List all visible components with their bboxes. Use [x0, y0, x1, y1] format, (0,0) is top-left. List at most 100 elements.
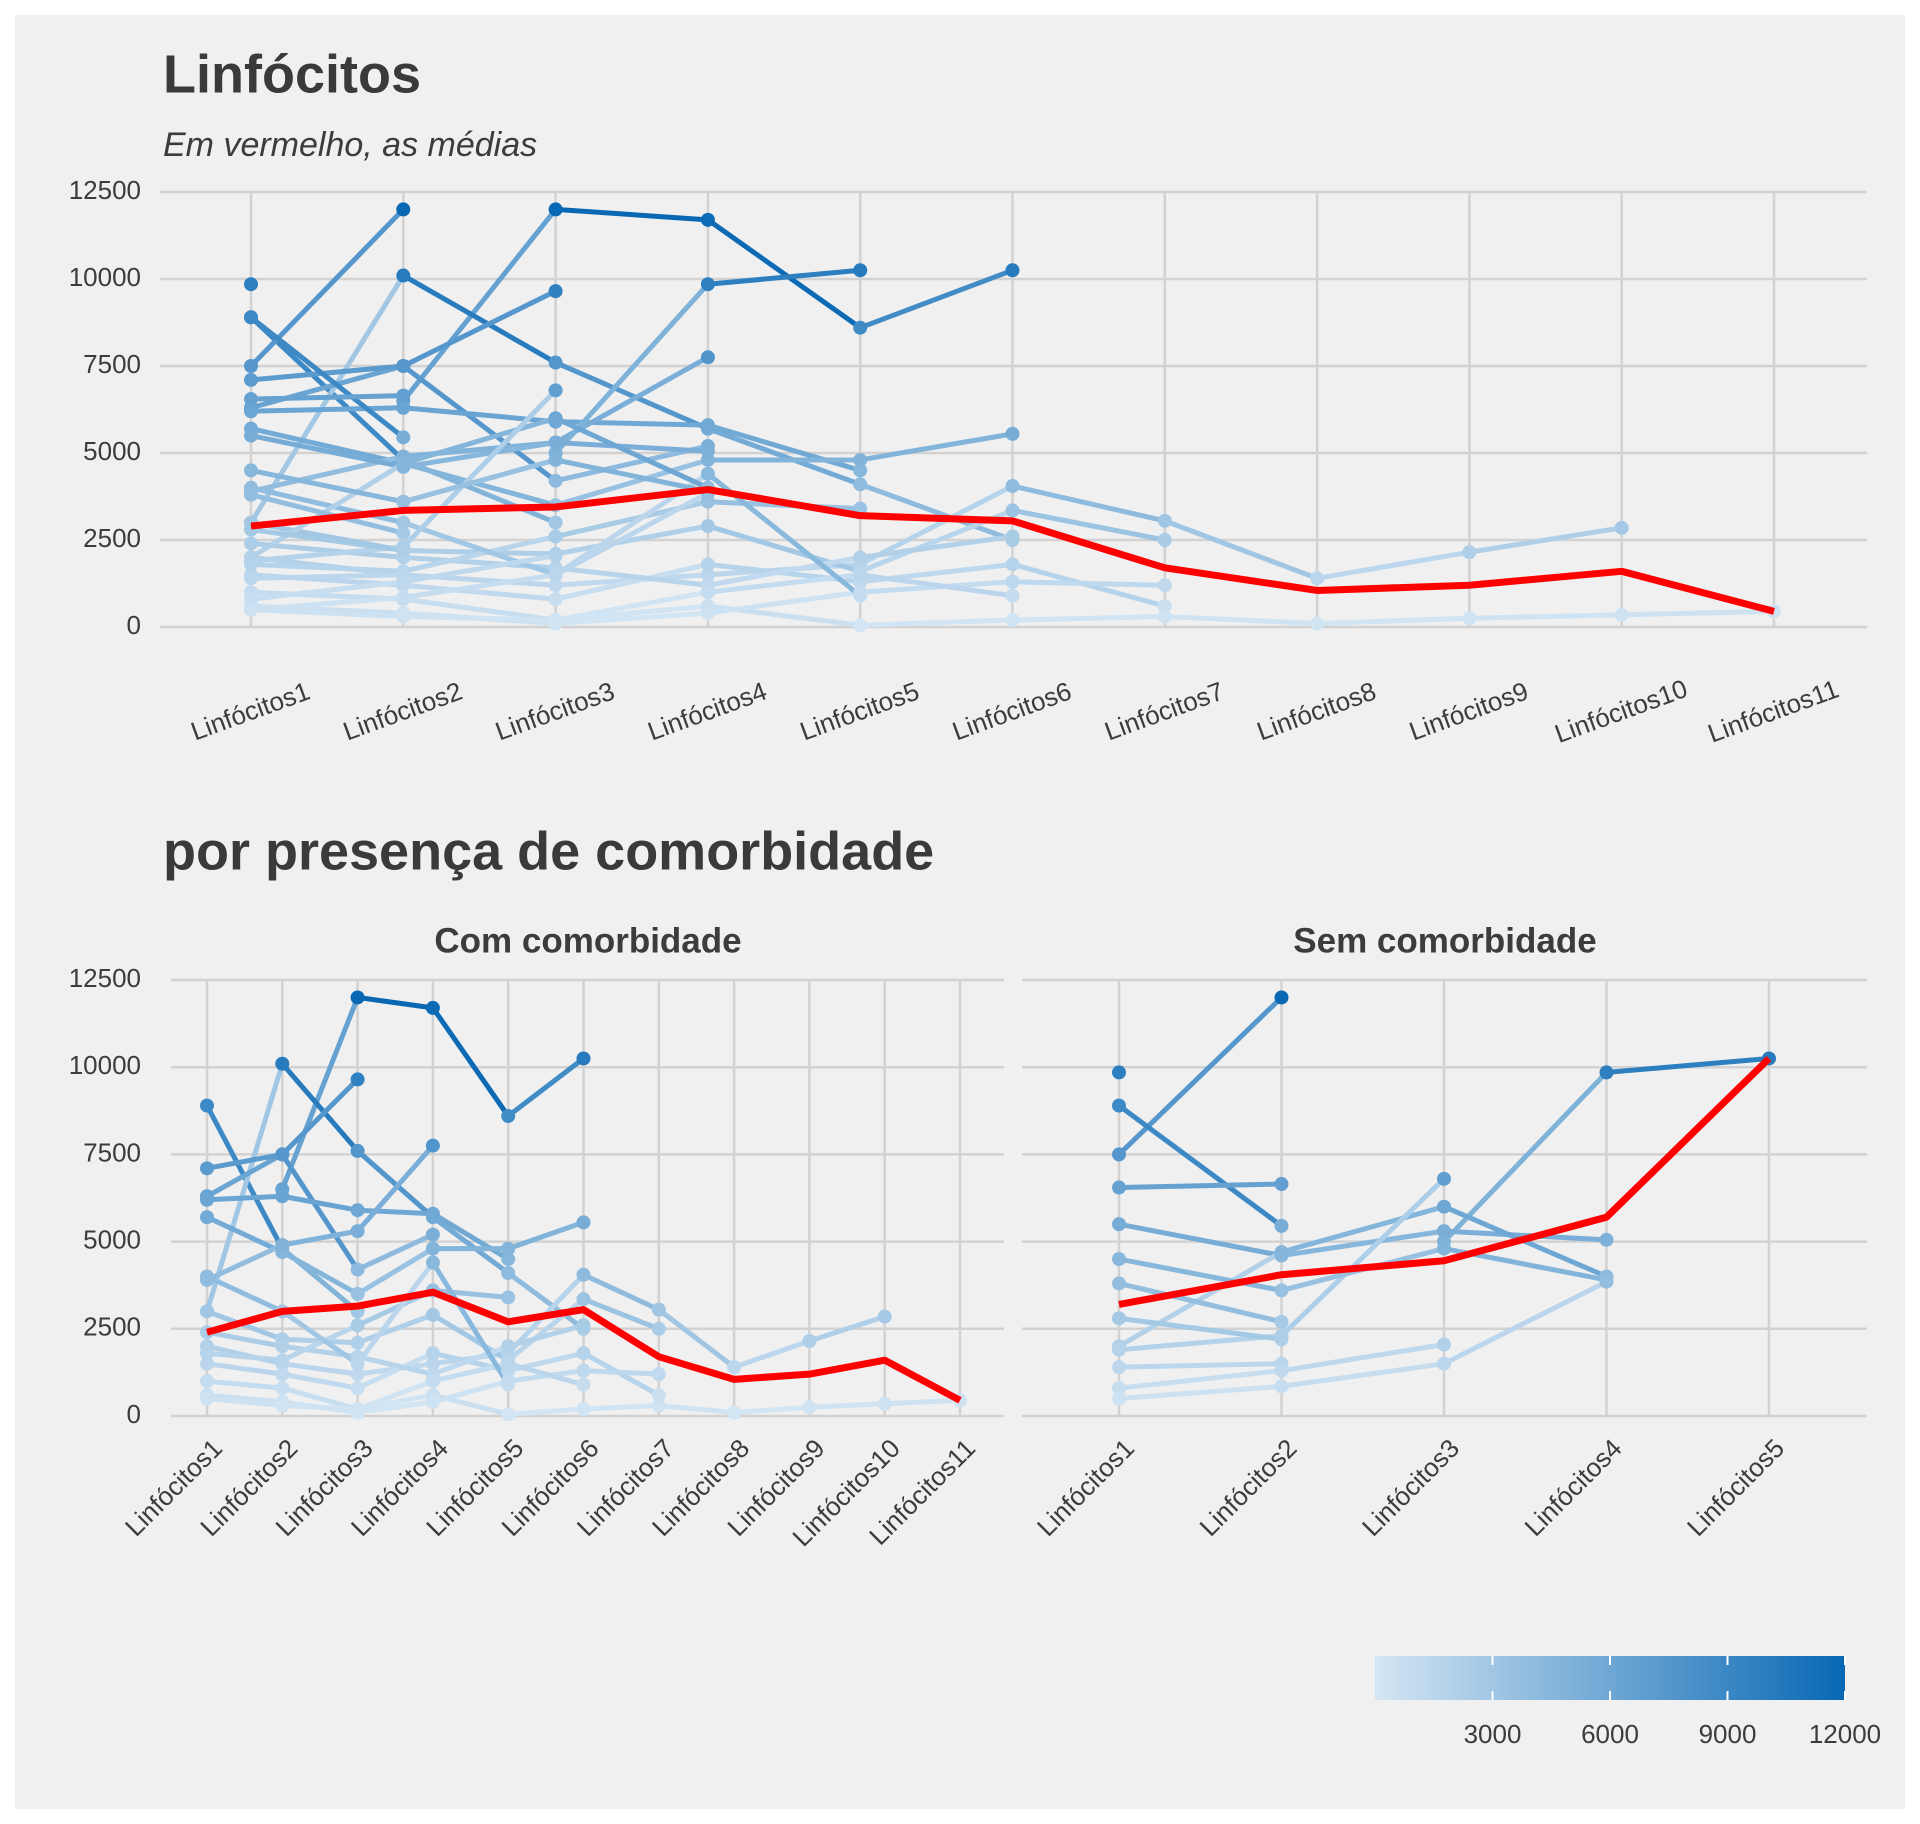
series-segment	[355, 1399, 436, 1416]
series-segment	[553, 206, 711, 223]
series-segment	[553, 457, 711, 508]
series-point	[275, 1339, 290, 1354]
series-segment	[731, 1338, 812, 1370]
series-point	[350, 1224, 365, 1239]
series-segment	[400, 553, 559, 585]
series-point	[1112, 1311, 1126, 1326]
series-point	[651, 1321, 666, 1336]
series-segment	[1162, 518, 1320, 581]
series-point	[1274, 1177, 1289, 1192]
series-point	[548, 529, 563, 544]
series-point	[727, 1405, 742, 1420]
series-segment	[1116, 1256, 1284, 1293]
series-point	[350, 1318, 365, 1333]
series-segment	[355, 1148, 436, 1220]
series-segment	[553, 457, 711, 494]
series-segment	[1010, 483, 1168, 524]
series-point	[651, 1398, 666, 1413]
series-segment	[279, 994, 361, 1192]
series-point	[1462, 611, 1477, 626]
series-point	[1274, 1379, 1289, 1394]
series-segment	[430, 1378, 511, 1405]
series-point	[548, 515, 563, 530]
y-tick-label: 0	[127, 1399, 141, 1429]
series-point	[1157, 533, 1172, 547]
chart-title: por presença de comorbidade	[163, 821, 934, 881]
series-point	[548, 355, 563, 370]
series-point	[1157, 513, 1172, 528]
series-point	[244, 553, 258, 568]
series-segment	[355, 1207, 436, 1217]
series-point	[275, 1398, 290, 1413]
series-point	[700, 418, 715, 433]
series-segment	[731, 1404, 812, 1416]
series-point	[396, 526, 411, 541]
series-point	[1112, 1180, 1126, 1195]
series-point	[1112, 1217, 1126, 1232]
series-segment	[355, 1378, 436, 1412]
series-point	[1599, 1274, 1614, 1289]
series-point	[425, 1255, 440, 1270]
series-segment	[430, 1005, 511, 1119]
y-tick-label: 10000	[69, 262, 141, 292]
background	[15, 15, 1905, 1809]
series-point	[1112, 1098, 1126, 1113]
series-point	[700, 212, 715, 227]
series-point	[200, 1374, 214, 1389]
series-segment	[355, 1232, 436, 1273]
series-point	[396, 609, 411, 624]
series-point	[548, 452, 563, 467]
series-segment	[400, 363, 559, 484]
series-point	[700, 606, 715, 621]
series-point	[244, 487, 258, 502]
series-point	[501, 1290, 516, 1305]
series-segment	[1116, 1103, 1284, 1229]
series-point	[396, 515, 411, 530]
series-segment	[204, 1361, 285, 1377]
series-segment	[553, 415, 711, 491]
series-segment	[1466, 612, 1625, 621]
series-point	[275, 1367, 290, 1382]
y-tick-label: 2500	[83, 1312, 141, 1342]
series-point	[576, 1215, 591, 1230]
series-point	[1112, 1360, 1126, 1375]
series-point	[275, 1189, 290, 1204]
series-segment	[505, 1219, 586, 1252]
series-point	[1274, 1245, 1289, 1260]
series-point	[200, 1192, 214, 1207]
series-segment	[204, 1350, 285, 1363]
series-point	[853, 463, 868, 478]
series-point	[425, 1307, 440, 1322]
series-point	[244, 463, 258, 478]
series-point	[200, 1098, 214, 1113]
series-point	[1437, 1224, 1451, 1239]
series-segment	[248, 594, 406, 613]
series-segment	[705, 554, 863, 588]
series-point	[425, 1206, 440, 1221]
series-point	[576, 1363, 591, 1378]
y-tick-label: 12500	[69, 963, 141, 993]
series-point	[548, 613, 563, 628]
series-segment	[248, 467, 406, 505]
mean-line	[250, 486, 1775, 615]
series-point	[548, 578, 563, 593]
series-point	[1599, 1232, 1614, 1247]
series-segment	[204, 1061, 285, 1314]
series-segment	[1279, 1361, 1447, 1389]
series-segment	[705, 589, 863, 616]
series-point	[275, 1147, 290, 1162]
series-segment	[248, 405, 406, 414]
series-segment	[248, 363, 406, 383]
series-point	[396, 430, 411, 445]
series-point	[425, 1356, 440, 1371]
series-segment	[400, 460, 559, 508]
series-segment	[553, 610, 711, 627]
series-segment	[553, 561, 711, 602]
series-point	[548, 567, 563, 582]
series-point	[853, 567, 868, 582]
series-point	[853, 550, 868, 565]
series-segment	[248, 426, 406, 466]
series-segment	[505, 1055, 586, 1119]
series-segment	[1010, 614, 1168, 623]
series-segment	[400, 415, 559, 466]
